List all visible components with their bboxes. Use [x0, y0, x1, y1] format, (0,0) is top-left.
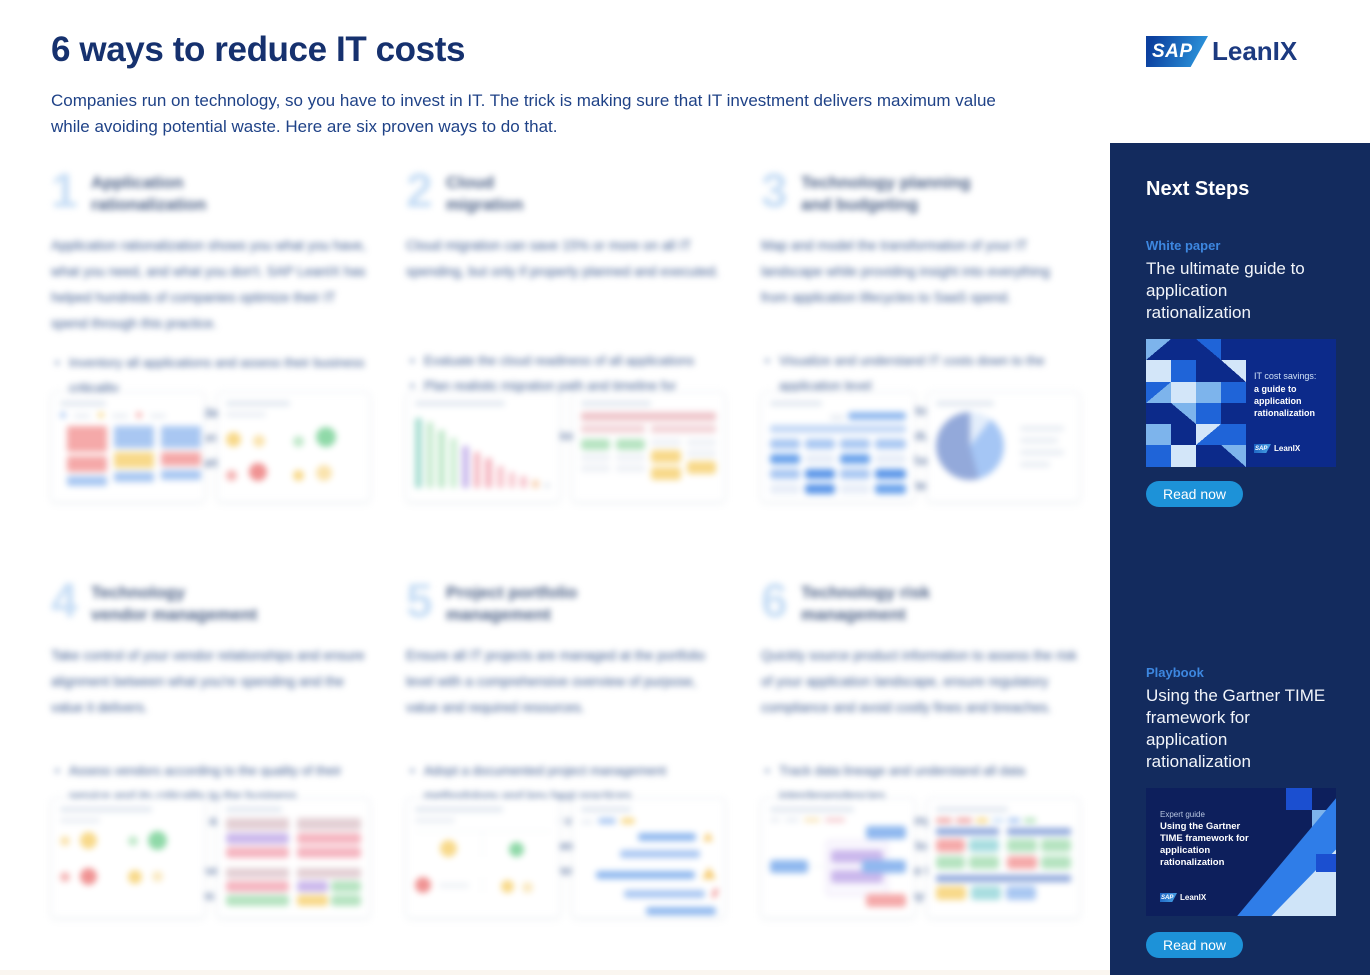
- section-number: 4: [51, 575, 78, 628]
- section-thumbnails: [761, 798, 1080, 918]
- mini-chart-project-quadrants: [406, 798, 560, 918]
- mini-chart-spend-pie: [926, 392, 1080, 502]
- cover-text: IT cost savings: a guide to application …: [1254, 371, 1317, 418]
- section-body: Application rationalization shows you wh…: [51, 238, 367, 331]
- mini-chart-gantt: [571, 798, 725, 918]
- sap-logo-icon: SAP: [1146, 36, 1208, 67]
- cover-text: Expert guide Using the Gartner TIME fram…: [1160, 810, 1249, 868]
- leanix-logo-text: LeanIX: [1212, 36, 1298, 66]
- section-header: 3 Technology planning and budgeting: [761, 165, 1080, 218]
- white-paper-cover-thumbnail[interactable]: IT cost savings: a guide to application …: [1146, 339, 1336, 467]
- section-cloud-migration: 2 Cloud migration Cloud migration can sa…: [406, 165, 725, 580]
- section-title: Technology vendor management: [91, 583, 258, 624]
- section-number: 3: [761, 165, 788, 218]
- bullet-item: • Evaluate the cloud readiness of all app…: [410, 353, 695, 368]
- section-body: Quickly source product information to as…: [761, 648, 1077, 715]
- page-title: 6 ways to reduce IT costs: [51, 30, 466, 69]
- section-thumbnails: [406, 798, 725, 918]
- section-technology-vendor-management: 4 Technology vendor management Take cont…: [51, 575, 370, 918]
- mini-chart-data-flow: [761, 798, 915, 918]
- page-bottom-edge: [0, 970, 1110, 975]
- cover-decoration: [1286, 788, 1312, 810]
- section-number: 1: [51, 165, 78, 218]
- mini-chart-risk-matrix: [926, 798, 1080, 918]
- sap-logo-icon: SAP: [1254, 444, 1271, 453]
- read-now-button-playbook[interactable]: Read now: [1146, 932, 1244, 958]
- section-header: 2 Cloud migration: [406, 165, 725, 218]
- cover-brand-logo: SAP LeanIX: [1160, 893, 1207, 902]
- cover-decoration: [1316, 854, 1336, 872]
- section-application-rationalization: 1 Application rationalization Applicatio…: [51, 165, 370, 580]
- mini-chart-portfolio-bubbles: [216, 392, 370, 502]
- mini-chart-contract-matrix: [216, 798, 370, 918]
- bullet-item: • Inventory all applications and assess t…: [55, 355, 365, 395]
- section-title: Cloud migration: [446, 173, 524, 214]
- resource-category-playbook: Playbook: [1146, 665, 1204, 680]
- section-thumbnails: [51, 392, 370, 502]
- section-body: Cloud migration can save 15% or more on …: [406, 238, 719, 279]
- read-now-button-white-paper[interactable]: Read now: [1146, 481, 1244, 507]
- next-steps-sidebar: Next Steps White paper The ultimate guid…: [1110, 143, 1370, 975]
- sidebar-heading: Next Steps: [1146, 178, 1250, 200]
- section-title: Technology planning and budgeting: [801, 173, 971, 214]
- section-number: 6: [761, 575, 788, 628]
- mini-chart-descending-bars: [406, 392, 560, 502]
- section-body: Map and model the transformation of your…: [761, 238, 1050, 305]
- section-thumbnails: [51, 798, 370, 918]
- mini-chart-application-matrix: [51, 392, 205, 502]
- resource-category-white-paper: White paper: [1146, 238, 1221, 253]
- mosaic-pattern: [1146, 339, 1246, 467]
- section-number: 2: [406, 165, 433, 218]
- section-number: 5: [406, 575, 433, 628]
- section-thumbnails: [406, 392, 725, 502]
- sap-logo-icon: SAP: [1160, 893, 1177, 902]
- mini-chart-assessment-table: [571, 392, 725, 502]
- section-project-portfolio-management: 5 Project portfolio management Ensure al…: [406, 575, 725, 918]
- section-title: Technology risk management: [801, 583, 931, 624]
- section-title: Application rationalization: [91, 173, 207, 214]
- section-header: 4 Technology vendor management: [51, 575, 370, 628]
- section-header: 1 Application rationalization: [51, 165, 370, 218]
- section-technology-planning-budgeting: 3 Technology planning and budgeting Map …: [761, 165, 1080, 580]
- mini-chart-vendor-bubbles: [51, 798, 205, 918]
- section-thumbnails: [761, 392, 1080, 502]
- intro-text: Companies run on technology, so you have…: [51, 91, 996, 136]
- playbook-cover-thumbnail[interactable]: Expert guide Using the Gartner TIME fram…: [1146, 788, 1336, 916]
- resource-title-playbook: Using the Gartner TIME framework for app…: [1146, 686, 1326, 771]
- section-technology-risk-management: 6 Technology risk management Quickly sou…: [761, 575, 1080, 918]
- mini-chart-cost-table: [761, 392, 915, 502]
- sections-grid: 1 Application rationalization Applicatio…: [51, 165, 1080, 918]
- resource-title-white-paper: The ultimate guide to application ration…: [1146, 259, 1305, 322]
- cover-brand-logo: SAP LeanIX: [1254, 444, 1301, 453]
- bullet-item: • Visualize and understand IT costs down …: [765, 353, 1045, 393]
- section-header: 5 Project portfolio management: [406, 575, 725, 628]
- section-body: Ensure all IT projects are managed at th…: [406, 648, 706, 715]
- section-header: 6 Technology risk management: [761, 575, 1080, 628]
- section-body: Take control of your vendor relationship…: [51, 648, 365, 715]
- section-title: Project portfolio management: [446, 583, 578, 624]
- sap-leanix-logo: SAP LeanIX: [1146, 36, 1297, 67]
